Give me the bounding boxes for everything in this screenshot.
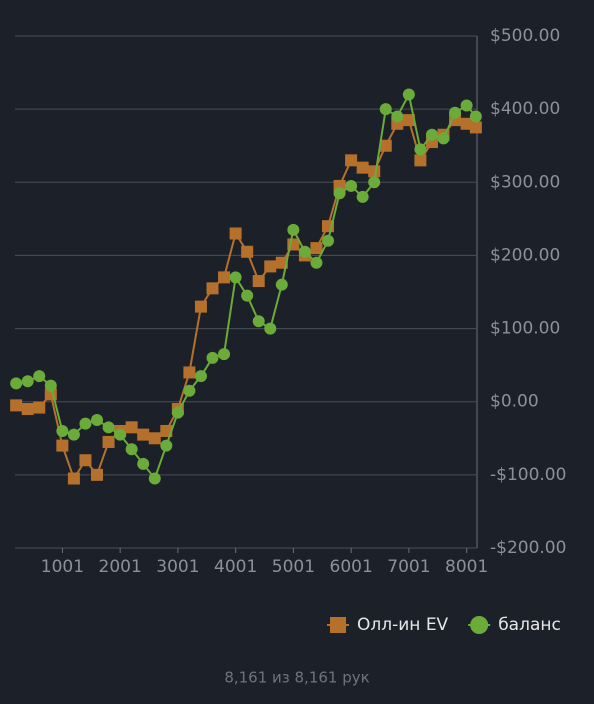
marker: [79, 454, 92, 467]
y-tick-label: -$100.00: [490, 465, 566, 485]
marker: [21, 403, 34, 416]
y-tick-label: $500.00: [490, 26, 560, 46]
marker: [368, 176, 381, 189]
marker: [241, 245, 254, 258]
marker: [345, 179, 358, 192]
marker: [449, 106, 462, 119]
marker: [402, 114, 415, 127]
legend-label: Олл-ин EV: [357, 615, 449, 635]
x-tick-label: 8001: [445, 557, 488, 577]
legend-label: баланс: [498, 615, 561, 635]
marker: [56, 439, 69, 452]
marker: [460, 99, 473, 112]
y-tick-label: $100.00: [490, 319, 560, 339]
marker: [287, 223, 300, 236]
legend-marker: [330, 617, 346, 633]
y-tick-label: $300.00: [490, 172, 560, 192]
marker: [345, 154, 358, 167]
marker: [333, 187, 346, 200]
x-tick-label: 2001: [99, 557, 142, 577]
x-tick-label: 1001: [41, 557, 84, 577]
marker: [379, 103, 392, 116]
marker: [206, 282, 219, 295]
marker: [21, 375, 34, 388]
marker: [414, 154, 427, 167]
marker: [10, 399, 23, 412]
marker: [171, 406, 184, 419]
marker: [114, 428, 127, 441]
marker: [218, 271, 231, 284]
legend-marker: [470, 616, 489, 634]
marker: [183, 384, 196, 397]
marker: [125, 443, 138, 456]
x-tick-label: 5001: [272, 557, 315, 577]
marker: [252, 275, 265, 288]
footer-text: 8,161 из 8,161 рук: [224, 669, 369, 687]
marker: [229, 271, 242, 284]
x-tick-label: 6001: [330, 557, 373, 577]
x-tick-label: 7001: [387, 557, 430, 577]
marker: [137, 457, 150, 470]
marker: [322, 234, 335, 247]
marker: [67, 472, 80, 485]
marker: [33, 401, 46, 414]
y-tick-label: -$200.00: [490, 538, 566, 558]
marker: [10, 377, 23, 390]
marker: [148, 472, 161, 485]
marker: [425, 128, 438, 141]
marker: [310, 242, 323, 255]
marker: [469, 121, 482, 134]
marker: [91, 414, 104, 426]
marker: [391, 110, 404, 123]
marker: [460, 117, 473, 130]
marker: [218, 348, 231, 361]
x-tick-label: 4001: [214, 557, 257, 577]
marker: [67, 428, 80, 441]
marker: [44, 379, 57, 392]
marker: [160, 439, 173, 452]
marker: [402, 88, 415, 101]
marker: [206, 351, 219, 364]
marker: [264, 322, 277, 335]
marker: [391, 117, 404, 130]
y-tick-label: $200.00: [490, 245, 560, 265]
marker: [298, 245, 311, 258]
marker: [414, 143, 427, 156]
marker: [125, 421, 138, 434]
y-tick-label: $400.00: [490, 99, 560, 119]
y-tick-label: $0.00: [490, 392, 539, 412]
marker: [264, 260, 277, 273]
marker: [137, 428, 150, 441]
marker: [102, 421, 115, 434]
x-tick-label: 3001: [156, 557, 199, 577]
marker: [469, 110, 482, 123]
marker: [437, 132, 450, 145]
marker: [183, 366, 196, 379]
marker: [194, 300, 207, 313]
marker: [310, 256, 323, 269]
marker: [33, 370, 46, 383]
marker: [229, 227, 242, 240]
marker: [148, 432, 161, 445]
series: [10, 88, 482, 485]
marker: [379, 139, 392, 152]
marker: [368, 165, 381, 178]
marker: [356, 190, 369, 203]
marker: [194, 370, 207, 383]
marker: [356, 161, 369, 174]
marker: [79, 417, 92, 430]
marker: [160, 424, 173, 437]
marker: [241, 289, 254, 302]
marker: [275, 278, 288, 291]
marker: [102, 435, 115, 448]
marker: [56, 424, 69, 437]
marker: [252, 315, 265, 328]
marker: [91, 468, 104, 481]
